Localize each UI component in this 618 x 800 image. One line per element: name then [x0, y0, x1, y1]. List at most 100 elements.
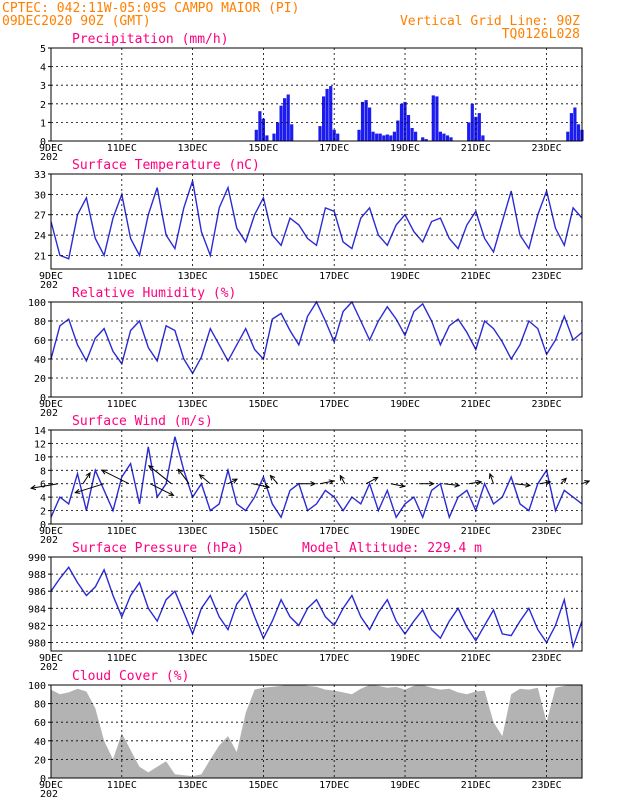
wind-vector [148, 465, 172, 485]
temp-frame [50, 173, 583, 270]
cloud-xtick-label: 11DEC [107, 780, 137, 791]
precip-bar [569, 113, 573, 141]
wind-vector-head [231, 478, 239, 484]
pres-ytick-label: 980 [28, 639, 46, 650]
header-model: TQ0126L028 [502, 27, 580, 42]
temp-xtick-label: 17DEC [319, 271, 349, 282]
precip-bar [396, 120, 400, 141]
pres-panel: 980 982 984 986 988 990 9DEC 11DEC 13DEC 15DEC 17D… [28, 541, 583, 673]
wind-year-stub: 202 [40, 535, 58, 546]
precip-bar [364, 100, 368, 141]
precip-bar [279, 105, 283, 141]
temp-ytick-label: 30 [34, 190, 46, 201]
cloud-ytick-label: 0 [40, 774, 46, 785]
precip-bar [322, 96, 326, 141]
precip-bar [360, 101, 365, 141]
precip-xtick-label: 21DEC [461, 143, 491, 154]
wind-vector-head [310, 481, 317, 487]
precip-bar [254, 129, 258, 141]
wind-ytick-label: 12 [34, 439, 46, 450]
wind-xtick-label: 13DEC [178, 526, 208, 537]
wind-line [50, 436, 583, 520]
temp-xtick-label: 11DEC [107, 271, 137, 282]
precip-bar [477, 113, 481, 141]
wind-vector-head [74, 488, 81, 494]
precip-title: Precipitation (mm/h) [72, 32, 229, 47]
pres-ytick-label: 990 [28, 553, 46, 564]
cloud-xtick-label: 17DEC [319, 780, 349, 791]
wind-vector [468, 481, 482, 485]
rh-line [50, 300, 583, 375]
rh-xtick-label: 19DEC [390, 399, 420, 410]
rh-xtick-label: 13DEC [178, 399, 208, 410]
wind-vector [82, 472, 91, 484]
rh-xtick-label: 17DEC [319, 399, 349, 410]
cloud-xtick-label: 13DEC [178, 780, 208, 791]
wind-frame [50, 429, 583, 525]
precip-bar [414, 131, 418, 141]
cloud-xtick-label: 19DEC [390, 780, 420, 791]
temp-xtick-label: 9DEC [39, 271, 63, 282]
precip-xtick-label: 13DEC [178, 143, 208, 154]
pres-xtick-label: 11DEC [107, 653, 137, 664]
precip-bar [276, 122, 280, 141]
wind-ytick-label: 6 [40, 480, 46, 491]
wind-vector-head [328, 479, 335, 485]
cloud-ytick-label: 20 [34, 755, 46, 766]
pres-ytick-label: 984 [28, 604, 46, 615]
precip-bar [573, 107, 577, 141]
precip-bar [389, 135, 393, 141]
cloud-ytick-label: 60 [34, 718, 46, 729]
precip-panel: 0 1 2 3 4 5 9DEC 11DEC 13DEC 15DEC 17DEC 19DEC 21DEC… [39, 32, 584, 163]
rh-title: Relative Humidity (%) [72, 286, 236, 301]
precip-bar [566, 131, 570, 141]
precip-xtick-label: 19DEC [390, 143, 420, 154]
pres-xtick-label: 13DEC [178, 653, 208, 664]
precip-bar [325, 88, 329, 141]
wind-title: Surface Wind (m/s) [72, 414, 213, 429]
wind-ytick-label: 0 [40, 520, 46, 531]
wind-vector [581, 480, 590, 485]
wind-vector-head [29, 484, 37, 491]
precip-bar [392, 131, 396, 141]
temp-year-stub: 202 [40, 280, 58, 291]
cloud-xtick-label: 21DEC [461, 780, 491, 791]
precip-bar [438, 131, 442, 141]
wind-xtick-label: 17DEC [319, 526, 349, 537]
rh-xtick-label: 11DEC [107, 399, 137, 410]
cloud-title: Cloud Cover (%) [72, 669, 189, 684]
precip-ytick-label: 4 [40, 63, 46, 74]
precip-bar [272, 133, 276, 141]
pres-annotation: Model Altitude: 229.4 m [302, 541, 482, 556]
wind-vector [75, 483, 105, 494]
rh-ytick-label: 80 [34, 317, 46, 328]
precip-bar [368, 107, 372, 141]
wind-vector [319, 480, 334, 485]
wind-vector [101, 469, 130, 485]
rh-panel: 0 20 40 60 80 100 9DEC 11DEC 13DEC 15DEC 17DEC 19DE… [28, 286, 583, 419]
cloud-ytick-label: 40 [34, 737, 46, 748]
wind-vector-head [428, 481, 435, 487]
precip-bar [467, 122, 471, 141]
precip-bar [378, 133, 382, 141]
precip-ytick-label: 1 [40, 118, 46, 129]
temp-title: Surface Temperature (nC) [72, 158, 260, 173]
rh-ytick-label: 20 [34, 374, 46, 385]
wind-vector [390, 483, 405, 487]
temp-ytick-label: 21 [34, 251, 46, 262]
wind-vector-head [561, 477, 568, 484]
wind-vector-head [488, 472, 494, 479]
precip-bar [258, 111, 262, 141]
precip-xtick-label: 9DEC [39, 143, 63, 154]
precip-ytick-label: 3 [40, 81, 46, 92]
rh-ytick-label: 60 [34, 336, 46, 347]
wind-vector [149, 483, 174, 496]
precip-bar [290, 124, 294, 141]
wind-xtick-label: 15DEC [248, 526, 278, 537]
pres-xtick-label: 21DEC [461, 653, 491, 664]
wind-vector [339, 475, 346, 484]
wind-vector [252, 483, 270, 488]
precip-year-stub: 202 [40, 152, 58, 163]
rh-xtick-label: 21DEC [461, 399, 491, 410]
precip-ytick-label: 5 [40, 44, 46, 55]
